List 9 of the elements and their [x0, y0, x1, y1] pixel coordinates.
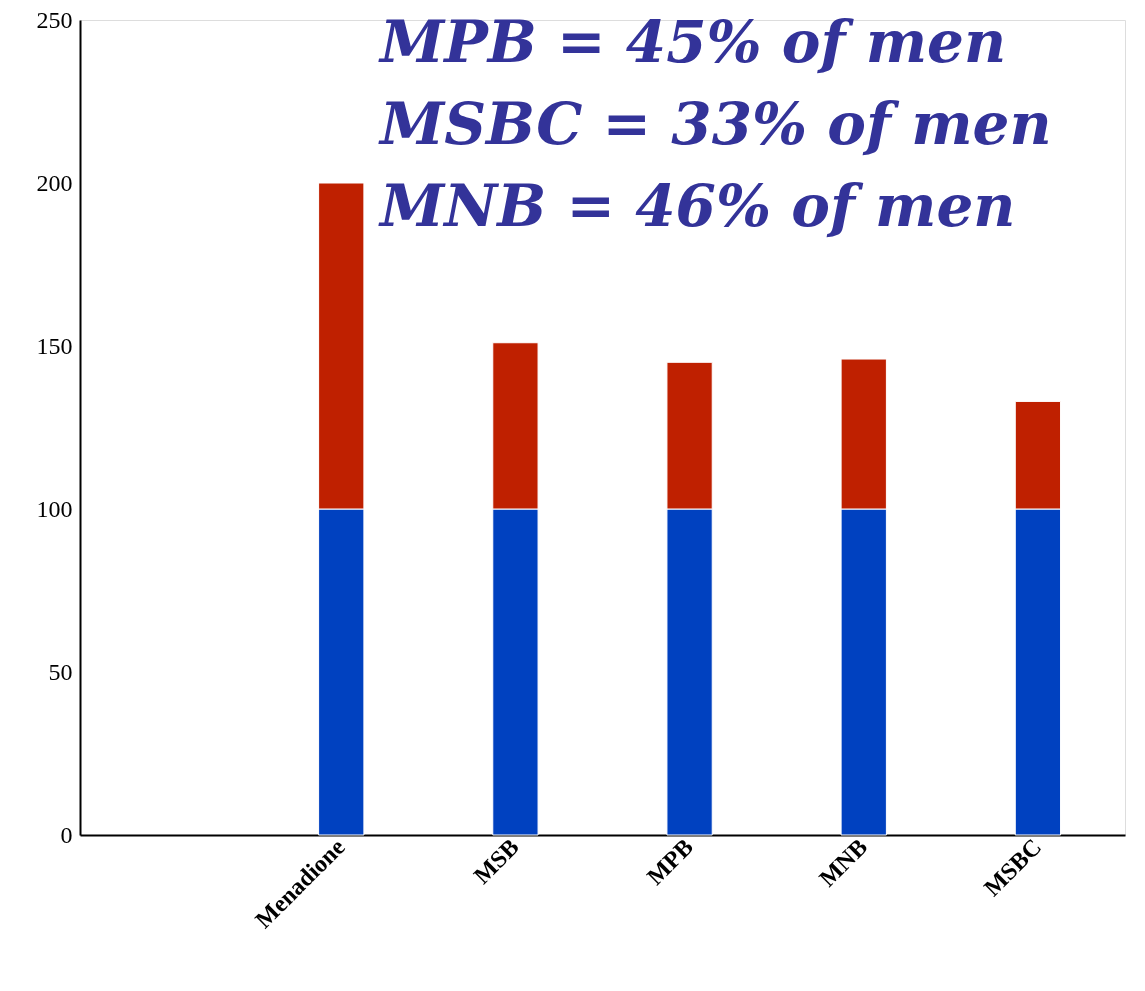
y-tick-label: 150: [36, 332, 73, 359]
annotation: MPB = 45% of men: [378, 8, 1007, 76]
y-tick-label: 200: [36, 169, 73, 196]
annotation: MNB = 46% of men: [378, 172, 1016, 240]
y-tick-label: 50: [48, 658, 73, 685]
y-tick-label: 100: [36, 495, 73, 522]
y-tick-label: 0: [60, 821, 73, 848]
annotation: MSBC = 33% of men: [378, 90, 1052, 158]
y-tick-label: 250: [36, 6, 73, 33]
